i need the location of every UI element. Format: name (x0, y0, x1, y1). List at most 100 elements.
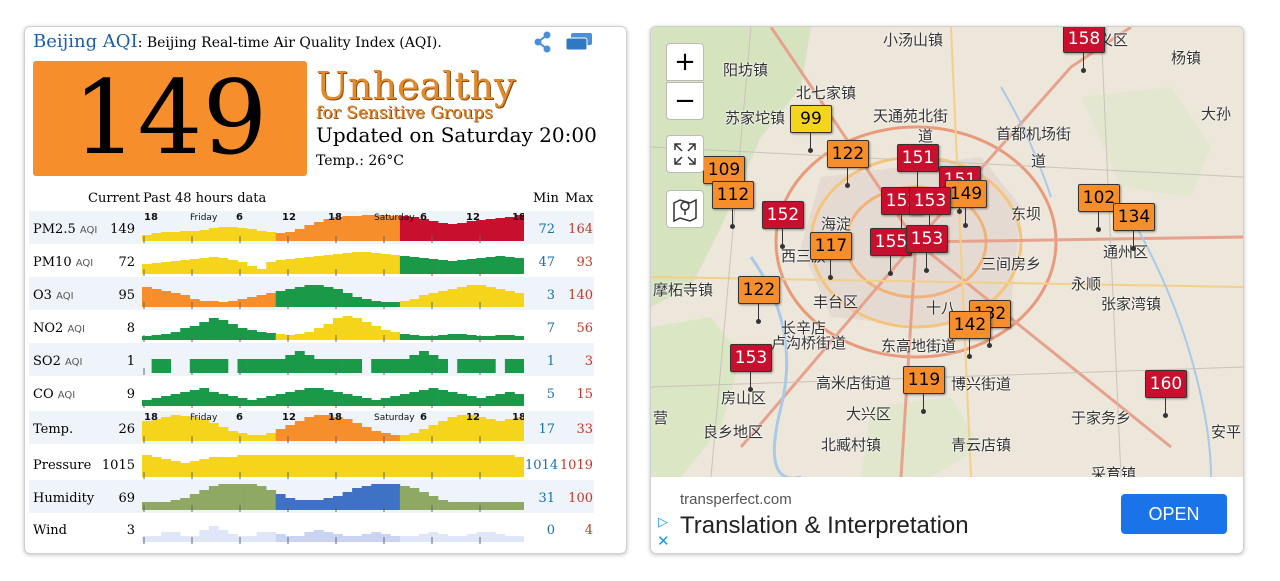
history-bar (495, 421, 506, 441)
history-bar (285, 392, 296, 406)
history-bar (438, 359, 448, 373)
marker-dot (888, 271, 893, 276)
history-bar (457, 455, 468, 477)
history-bar (218, 320, 229, 340)
history-bar (495, 534, 506, 542)
aqi-map[interactable]: 小汤山镇 顺义区 杨镇 阳坊镇 苏家坨镇 天通苑北街 首都机场街 大孙 北七家镇道道海淀 东坝 通州… (650, 26, 1244, 554)
history-bar (333, 318, 343, 340)
history-bar (495, 455, 506, 477)
history-bar (361, 486, 372, 510)
axis-tick-label: 6 (236, 212, 243, 223)
axis-tick-label: Friday (190, 213, 218, 223)
history-bar (285, 536, 296, 542)
close-icon[interactable]: ✕ (657, 532, 670, 550)
table-row: PM10 AQI 72 47 93 (29, 244, 594, 277)
history-sparkbar[interactable] (142, 277, 524, 310)
history-bar (399, 334, 410, 340)
aqi-status: Unhealthy (316, 64, 516, 108)
station-marker[interactable]: 122 (827, 140, 869, 188)
history-bar (457, 287, 468, 307)
map-style-button[interactable] (666, 190, 704, 228)
history-sparkbar[interactable] (142, 376, 524, 409)
adchoices-icon[interactable]: ▷ (658, 515, 668, 530)
history-bar (399, 536, 410, 542)
share-icon[interactable] (533, 31, 553, 57)
history-sparkbar[interactable] (142, 480, 524, 513)
history-bar (504, 455, 515, 477)
axis-tick-label: 18 (144, 212, 158, 223)
station-marker[interactable]: 153 (906, 225, 948, 273)
history-bar (390, 536, 401, 542)
ad-title[interactable]: Translation & Interpretation (680, 512, 969, 539)
fullscreen-button[interactable] (666, 135, 704, 173)
history-sparkbar[interactable]: 18 Friday 6 12 18 Saturday 6 12 18 (142, 211, 524, 244)
station-marker[interactable]: 134 (1113, 203, 1155, 251)
update-time: Updated on Saturday 20:00 (316, 123, 597, 147)
history-bar (266, 232, 277, 241)
city-title-link[interactable]: Beijing AQI (33, 31, 138, 52)
station-marker[interactable]: 153 (909, 187, 951, 235)
station-marker[interactable]: 152 (762, 201, 804, 249)
station-marker[interactable]: 99 (790, 105, 832, 153)
history-bar (342, 455, 353, 477)
axis-tick-label: Friday (190, 413, 218, 423)
ad-open-button[interactable]: OPEN (1121, 494, 1227, 534)
station-marker[interactable]: 151 (897, 144, 939, 192)
station-marker[interactable]: 158 (1063, 27, 1105, 73)
history-bar (247, 536, 257, 542)
history-bar (208, 257, 219, 274)
history-bar (323, 498, 334, 510)
station-marker[interactable]: 112 (712, 181, 754, 229)
history-bar (485, 287, 496, 307)
history-bar (399, 256, 410, 274)
zoom-out-button[interactable]: − (666, 82, 704, 120)
history-bar (466, 221, 477, 241)
marker-pin (1133, 231, 1134, 247)
history-sparkbar[interactable] (142, 512, 524, 545)
ad-domain[interactable]: transperfect.com (680, 491, 792, 508)
station-marker[interactable]: 119 (903, 366, 945, 414)
station-marker[interactable]: 122 (738, 276, 780, 324)
history-bar (466, 285, 477, 307)
map-place-label: 房山区 (721, 389, 767, 407)
zoom-in-button[interactable]: + (666, 43, 704, 81)
history-bar (304, 355, 315, 373)
history-bar (313, 500, 324, 510)
layers-icon[interactable] (565, 33, 593, 55)
history-bar (495, 218, 506, 241)
expand-icon (667, 143, 703, 176)
pollutant-name: CO AQI (33, 387, 76, 402)
history-bar (142, 455, 152, 477)
history-bar (228, 484, 238, 510)
station-marker[interactable]: 153 (730, 344, 772, 392)
station-marker[interactable]: 160 (1145, 370, 1187, 418)
station-marker[interactable]: 155 (870, 228, 912, 276)
history-sparkbar[interactable]: 18 Friday 6 12 18 Saturday 6 12 18 (142, 411, 524, 444)
station-aqi: 158 (1067, 29, 1101, 49)
history-bar (438, 335, 448, 340)
history-bar (438, 260, 448, 274)
history-bar (371, 326, 382, 340)
history-bar (294, 334, 305, 340)
marker-dot (748, 387, 753, 392)
history-bar (218, 359, 229, 373)
history-bar (199, 419, 210, 441)
min-value: 3 (546, 288, 555, 303)
history-sparkbar[interactable] (142, 343, 524, 376)
history-bar (390, 455, 401, 477)
history-bar (466, 534, 477, 542)
history-sparkbar[interactable] (142, 244, 524, 277)
history-bar (447, 417, 458, 441)
ad-banner[interactable]: transperfect.com Translation & Interpret… (651, 477, 1243, 553)
history-bar (476, 398, 487, 406)
axis-tick-label: 18 (328, 212, 342, 223)
station-marker[interactable]: 149 (945, 180, 987, 228)
history-bar (247, 455, 257, 477)
station-marker[interactable]: 142 (949, 311, 991, 359)
history-bar (151, 457, 162, 477)
station-marker[interactable]: 109 (703, 156, 745, 204)
station-marker[interactable]: 117 (810, 232, 852, 280)
history-sparkbar[interactable] (142, 310, 524, 343)
history-bar (170, 332, 181, 340)
history-sparkbar[interactable] (142, 447, 524, 480)
